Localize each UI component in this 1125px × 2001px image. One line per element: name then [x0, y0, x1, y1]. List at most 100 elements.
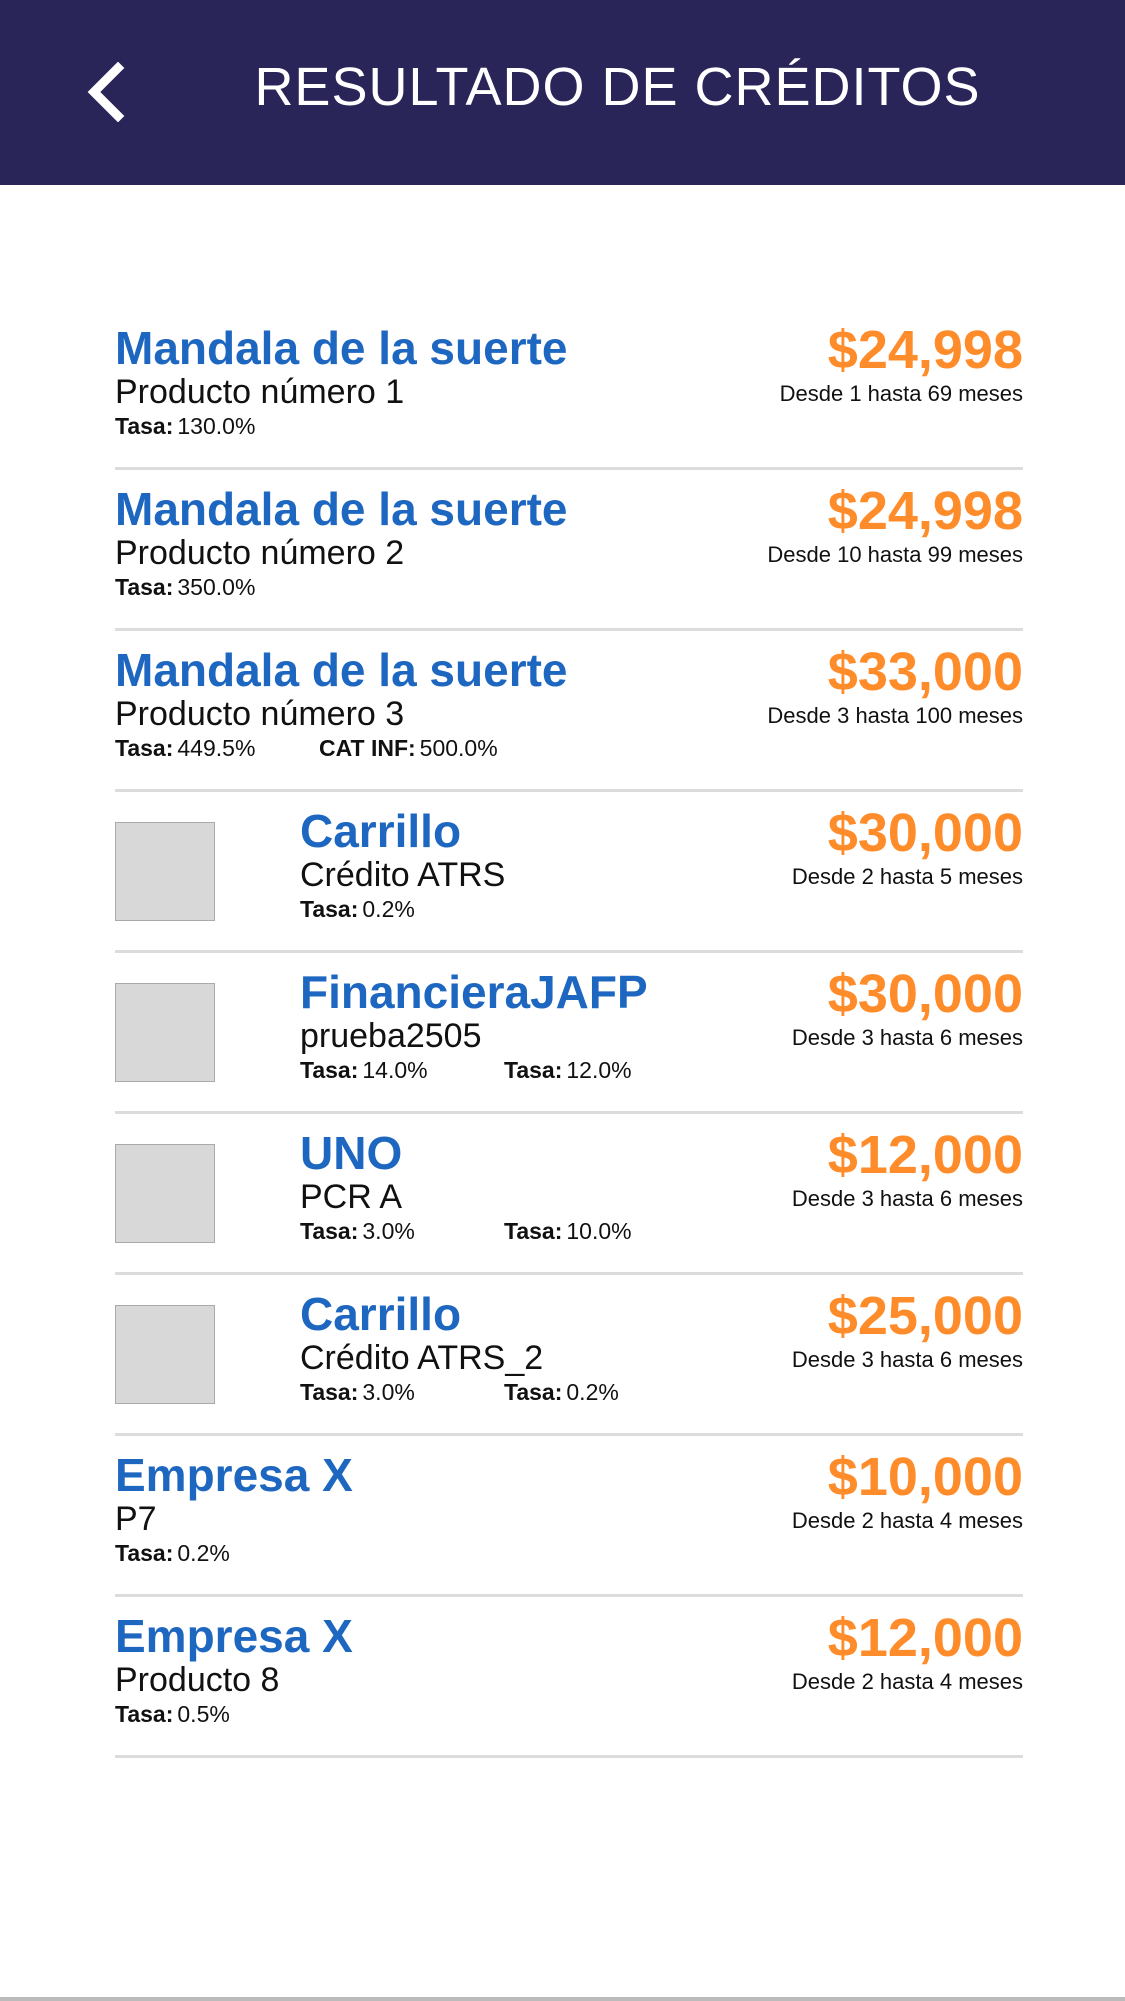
rates: Tasa: 14.0% Tasa: 12.0% — [300, 1055, 708, 1085]
result-info: Carrillo Crédito ATRS Tasa: 0.2% — [300, 806, 505, 924]
rate-label: Tasa: — [115, 574, 174, 600]
lender-name: Carrillo — [300, 805, 462, 857]
result-info: Empresa X Producto 8 Tasa: 0.5% — [115, 1611, 353, 1729]
back-button[interactable] — [80, 61, 140, 123]
rate-item: Tasa: 3.0% — [300, 1216, 504, 1246]
rate-value: 130.0% — [177, 413, 256, 439]
product-name: prueba2505 — [300, 1017, 482, 1055]
bottom-divider — [0, 1997, 1125, 2001]
lender-name: Mandala de la suerte — [115, 644, 568, 696]
product-name: Crédito ATRS — [300, 856, 506, 894]
rate-label: CAT INF: — [319, 735, 416, 761]
rate-label: Tasa: — [115, 413, 174, 439]
lender-name: Carrillo — [300, 1288, 462, 1340]
product-name: Crédito ATRS_2 — [300, 1339, 544, 1377]
rate-item: CAT INF: 500.0% — [319, 733, 523, 763]
rate-item: Tasa: 449.5% — [115, 733, 319, 763]
amount-info: $12,000 Desde 2 hasta 4 meses — [792, 1609, 1023, 1697]
credit-amount: $24,998 — [827, 320, 1023, 380]
rates: Tasa: 0.2% — [115, 1538, 353, 1568]
app-header: RESULTADO DE CRÉDITOS — [0, 0, 1125, 185]
lender-name: UNO — [300, 1127, 403, 1179]
term-range: Desde 10 hasta 99 meses — [767, 542, 1023, 567]
page-title: RESULTADO DE CRÉDITOS — [254, 57, 981, 117]
lender-logo-placeholder — [115, 1305, 215, 1404]
credit-result-row[interactable]: Mandala de la suerte Producto número 3 Tas… — [115, 631, 1023, 792]
lender-name: Mandala de la suerte — [115, 322, 568, 374]
term-range: Desde 3 hasta 6 meses — [791, 1186, 1023, 1211]
term-range: Desde 3 hasta 6 meses — [791, 1025, 1023, 1050]
rate-label: Tasa: — [300, 896, 359, 922]
product-name: Producto número 1 — [115, 373, 405, 411]
rate-value: 0.2% — [362, 896, 415, 922]
rates: Tasa: 0.2% — [300, 894, 505, 924]
result-info: Carrillo Crédito ATRS_2 Tasa: 3.0% Tasa: 0.2% — [300, 1289, 708, 1407]
credit-result-row[interactable]: Empresa X P7 Tasa: 0.2% $10,000 Desde 2 hasta… — [115, 1436, 1023, 1597]
rates: Tasa: 130.0% — [115, 411, 568, 441]
rate-value: 14.0% — [362, 1057, 428, 1083]
rate-label: Tasa: — [115, 1701, 174, 1727]
rate-value: 0.2% — [566, 1379, 619, 1405]
rates: Tasa: 0.5% — [115, 1699, 353, 1729]
rate-label: Tasa: — [504, 1057, 563, 1083]
rate-label: Tasa: — [504, 1218, 563, 1244]
lender-name: FinancieraJAFP — [300, 966, 648, 1018]
rate-item: Tasa: 10.0% — [504, 1216, 708, 1246]
rate-value: 449.5% — [177, 735, 256, 761]
lender-logo-placeholder — [115, 983, 215, 1082]
credit-amount: $30,000 — [827, 964, 1023, 1024]
credit-result-row[interactable]: Mandala de la suerte Producto número 2 Tas… — [115, 470, 1023, 631]
result-info: UNO PCR A Tasa: 3.0% Tasa: 10.0% — [300, 1128, 708, 1246]
amount-info: $25,000 Desde 3 hasta 6 meses — [792, 1287, 1023, 1375]
product-name: Producto número 2 — [115, 534, 405, 572]
chevron-left-icon — [87, 61, 125, 123]
rates: Tasa: 3.0% Tasa: 10.0% — [300, 1216, 708, 1246]
rate-value: 3.0% — [362, 1379, 415, 1405]
credit-result-row[interactable]: Mandala de la suerte Producto número 1 Tas… — [115, 309, 1023, 470]
credit-amount: $12,000 — [827, 1608, 1023, 1668]
lender-logo-placeholder — [115, 822, 215, 921]
rate-item: Tasa: 0.5% — [115, 1699, 319, 1729]
amount-info: $24,998 Desde 1 hasta 69 meses — [780, 321, 1023, 409]
amount-info: $12,000 Desde 3 hasta 6 meses — [792, 1126, 1023, 1214]
amount-info: $30,000 Desde 3 hasta 6 meses — [792, 965, 1023, 1053]
product-name: Producto número 3 — [115, 695, 405, 733]
term-range: Desde 2 hasta 4 meses — [791, 1508, 1023, 1533]
rate-label: Tasa: — [300, 1379, 359, 1405]
rate-label: Tasa: — [115, 735, 174, 761]
lender-name: Empresa X — [115, 1610, 353, 1662]
term-range: Desde 3 hasta 6 meses — [791, 1347, 1023, 1372]
result-info: Mandala de la suerte Producto número 3 Tas… — [115, 645, 568, 763]
rate-value: 0.2% — [177, 1540, 230, 1566]
rates: Tasa: 449.5% CAT INF: 500.0% — [115, 733, 568, 763]
rate-value: 350.0% — [177, 574, 256, 600]
rate-value: 12.0% — [566, 1057, 632, 1083]
rate-label: Tasa: — [300, 1218, 359, 1244]
credit-result-row[interactable]: FinancieraJAFP prueba2505 Tasa: 14.0% Tasa: 1… — [115, 953, 1023, 1114]
credit-result-row[interactable]: Empresa X Producto 8 Tasa: 0.5% $12,000 Desde… — [115, 1597, 1023, 1758]
amount-info: $30,000 Desde 2 hasta 5 meses — [792, 804, 1023, 892]
credit-amount: $33,000 — [827, 642, 1023, 702]
term-range: Desde 2 hasta 5 meses — [791, 864, 1023, 889]
rate-label: Tasa: — [115, 1540, 174, 1566]
amount-info: $24,998 Desde 10 hasta 99 meses — [767, 482, 1023, 570]
result-info: Mandala de la suerte Producto número 1 Tas… — [115, 323, 568, 441]
rates: Tasa: 3.0% Tasa: 0.2% — [300, 1377, 708, 1407]
credit-result-row[interactable]: Carrillo Crédito ATRS_2 Tasa: 3.0% Tasa: 0.2%… — [115, 1275, 1023, 1436]
rate-value: 0.5% — [177, 1701, 230, 1727]
credit-result-row[interactable]: Carrillo Crédito ATRS Tasa: 0.2% $30,000 Desd… — [115, 792, 1023, 953]
credit-amount: $12,000 — [827, 1125, 1023, 1185]
rate-value: 10.0% — [566, 1218, 632, 1244]
rate-value: 500.0% — [419, 735, 498, 761]
result-info: FinancieraJAFP prueba2505 Tasa: 14.0% Tasa: 1… — [300, 967, 708, 1085]
rate-label: Tasa: — [300, 1057, 359, 1083]
term-range: Desde 3 hasta 100 meses — [767, 703, 1023, 728]
lender-name: Empresa X — [115, 1449, 353, 1501]
credit-amount: $25,000 — [827, 1286, 1023, 1346]
credit-results-list: Mandala de la suerte Producto número 1 Tas… — [115, 309, 1023, 1758]
credit-amount: $24,998 — [827, 481, 1023, 541]
rate-item: Tasa: 0.2% — [115, 1538, 319, 1568]
credit-result-row[interactable]: UNO PCR A Tasa: 3.0% Tasa: 10.0% $12,000 Desde … — [115, 1114, 1023, 1275]
amount-info: $33,000 Desde 3 hasta 100 meses — [767, 643, 1023, 731]
product-name: P7 — [115, 1500, 157, 1538]
